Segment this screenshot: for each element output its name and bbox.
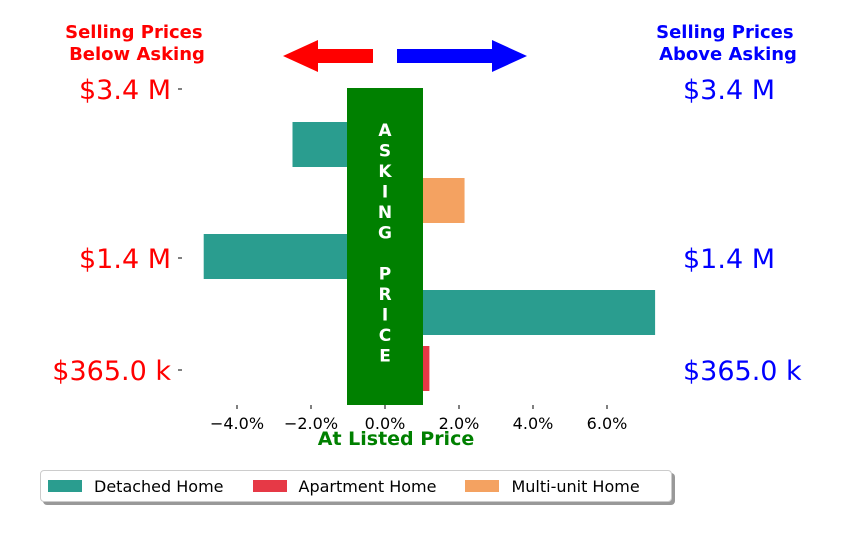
asking-price-letter: E: [379, 347, 391, 367]
asking-price-letter: R: [378, 285, 391, 305]
x-tick-label: −2.0%: [284, 414, 338, 433]
x-tick-label: 6.0%: [587, 414, 628, 433]
price-label-right: $365.0 k: [683, 356, 802, 387]
legend-swatch: [252, 480, 287, 492]
price-label-left: $365.0 k: [52, 356, 171, 387]
x-tick-label: 0.0%: [365, 414, 406, 433]
right-header: Selling Prices Above Asking: [656, 22, 800, 65]
x-tick-label: 2.0%: [439, 414, 480, 433]
price-label-left: $3.4 M: [79, 75, 171, 106]
legend-swatch: [48, 480, 82, 492]
price-label-left: $1.4 M: [79, 244, 171, 275]
asking-price-letter: S: [379, 142, 391, 162]
asking-price-letter: I: [382, 306, 388, 326]
x-tick-label: −4.0%: [210, 414, 264, 433]
asking-price-letter: K: [378, 162, 392, 182]
asking-price-letter: I: [382, 183, 388, 203]
legend-item: Multi-unit Home: [465, 476, 640, 496]
x-axis-label: At Listed Price: [318, 428, 474, 450]
legend-label: Detached Home: [94, 476, 224, 496]
bars-group: [203, 122, 656, 391]
bar-detached-home: [385, 290, 656, 335]
price-label-right: $3.4 M: [683, 75, 775, 106]
left-header: Selling Prices Below Asking: [65, 22, 209, 65]
x-tick-label: 4.0%: [513, 414, 554, 433]
legend-swatch: [465, 480, 500, 492]
price-label-right: $1.4 M: [683, 244, 775, 275]
price-labels: $3.4 M $3.4 M $1.4 M $1.4 M $365.0 k $365.0 k: [52, 75, 802, 387]
right-arrow-icon: [397, 40, 527, 72]
asking-price-letter: P: [379, 265, 391, 285]
legend-item: Detached Home: [48, 477, 224, 496]
asking-price-letter: N: [378, 203, 392, 223]
legend-item: Apartment Home: [252, 476, 437, 496]
asking-price-letter: A: [378, 121, 392, 141]
legend-label: Apartment Home: [298, 476, 437, 496]
asking-price-letter: C: [379, 326, 391, 346]
asking-price-letter: G: [378, 224, 392, 244]
asking-price-band: [347, 88, 423, 405]
x-axis-ticks: −4.0% −2.0% 0.0% 2.0% 4.0% 6.0%: [210, 405, 627, 433]
left-arrow-icon: [283, 40, 373, 72]
legend-label: Multi-unit Home: [511, 476, 640, 496]
legend: Detached Home Apartment Home Multi-unit Ho…: [40, 470, 672, 502]
